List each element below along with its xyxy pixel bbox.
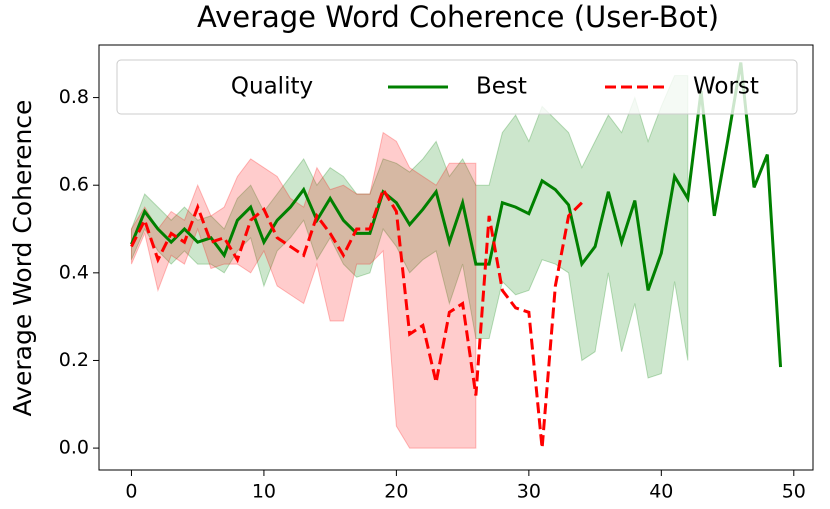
x-tick-label: 30 — [517, 481, 541, 503]
legend-label: Best — [476, 74, 527, 100]
series-line — [130, 62, 783, 368]
y-tick-label: 0.2 — [59, 349, 89, 371]
legend: Quality Best Worst — [116, 59, 798, 115]
y-tick-label: 0.6 — [59, 174, 89, 196]
series-line — [130, 186, 583, 449]
chart-title: Average Word Coherence (User-Bot) — [197, 0, 719, 34]
x-tick-label: 0 — [125, 481, 137, 503]
x-tick-label: 20 — [384, 481, 408, 503]
y-axis-label: Average Word Coherence — [8, 100, 37, 417]
x-tick-label: 10 — [252, 481, 276, 503]
y-tick-label: 0.8 — [59, 86, 89, 108]
y-tick-label: 0.0 — [59, 437, 89, 459]
confidence-band — [130, 131, 477, 449]
legend-title: Quality — [231, 74, 313, 100]
plot-area — [130, 62, 783, 449]
y-tick-label: 0.4 — [59, 261, 89, 283]
x-tick-label: 50 — [782, 481, 806, 503]
legend-label: Worst — [693, 74, 759, 100]
legend-box — [116, 59, 798, 115]
x-tick-label: 40 — [649, 481, 673, 503]
axes-frame — [98, 44, 814, 471]
